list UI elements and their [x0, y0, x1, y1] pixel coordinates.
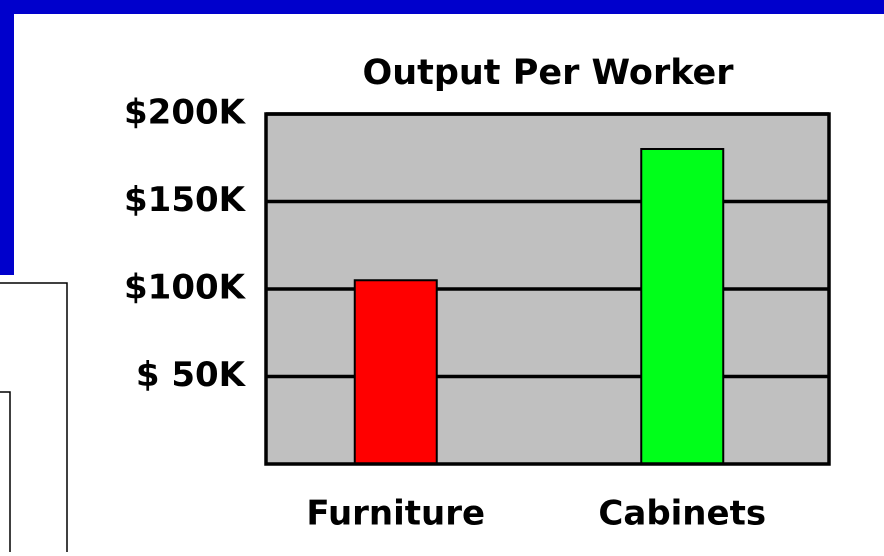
y-tick-label: $150K	[124, 180, 247, 220]
plot-border	[264, 112, 831, 466]
chart-title: Output Per Worker	[362, 53, 734, 93]
y-tick-label: $ 50K	[136, 355, 247, 395]
x-tick-label: Furniture	[306, 494, 485, 534]
x-tick-label: Cabinets	[598, 494, 766, 534]
side-panel	[0, 282, 68, 556]
bar	[640, 148, 725, 465]
panel-gap	[0, 275, 14, 283]
y-tick-label: $100K	[124, 268, 247, 308]
y-tick-label: $200K	[124, 93, 247, 133]
side-panel-inner	[0, 391, 11, 556]
bar	[353, 279, 438, 465]
